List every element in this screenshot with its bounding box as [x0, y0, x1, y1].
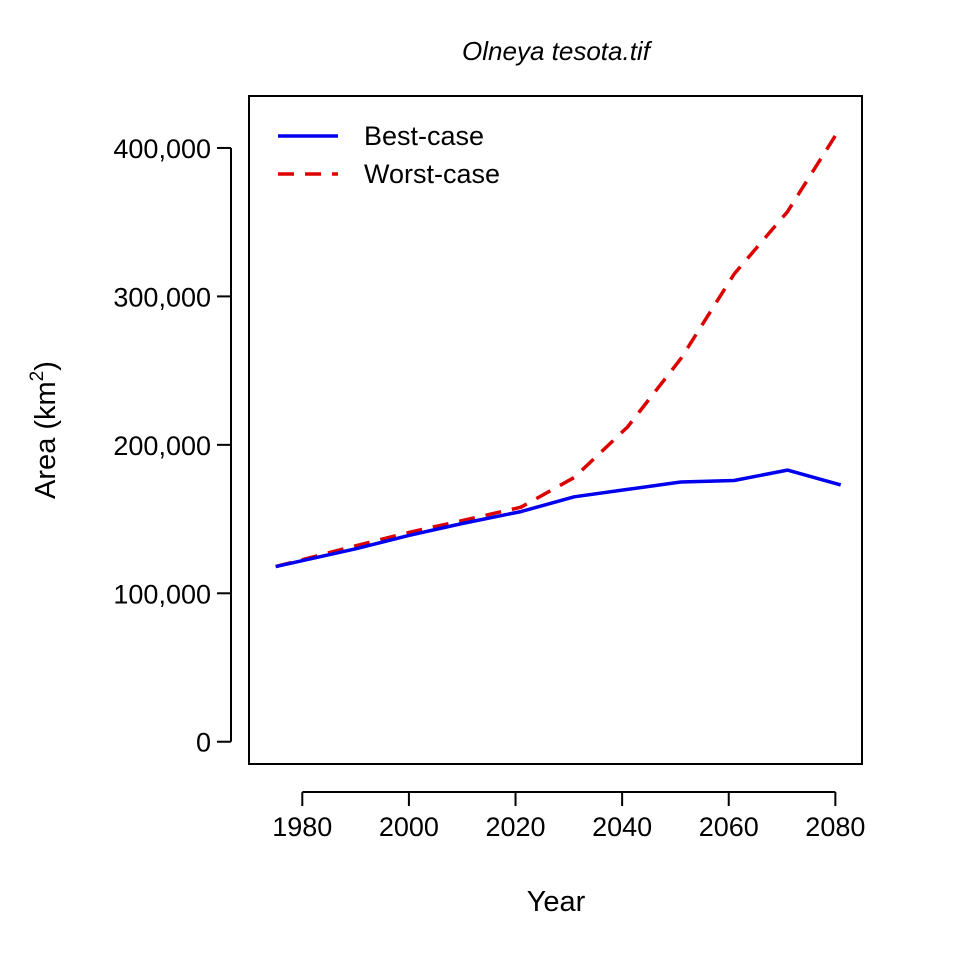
y-tick-label: 100,000 — [113, 579, 211, 609]
y-tick-label: 0 — [196, 728, 211, 758]
x-tick-label: 1980 — [272, 812, 332, 842]
legend-label-worst-case: Worst-case — [364, 159, 500, 189]
x-axis-title: Year — [527, 886, 586, 918]
x-tick-label: 2060 — [699, 812, 759, 842]
legend-label-best-case: Best-case — [364, 121, 484, 151]
y-tick-label: 200,000 — [113, 431, 211, 461]
chart-title: Olneya tesota.tif — [462, 36, 653, 66]
y-axis: 0 100,000 200,000 300,000 400,000 — [113, 134, 232, 758]
y-axis-title: Area (km2) — [27, 361, 62, 499]
y-tick-label: 300,000 — [113, 282, 211, 312]
series-line-best-case — [275, 468, 842, 569]
y-axis-title-superscript: 2 — [27, 371, 48, 382]
series-line-worst-case — [275, 126, 843, 569]
y-axis-title-text: Area (km — [30, 381, 62, 499]
x-tick-label: 2080 — [805, 812, 865, 842]
x-tick-label: 2040 — [592, 812, 652, 842]
x-tick-label: 2020 — [485, 812, 545, 842]
x-axis: 1980 2000 2020 2040 2060 2080 — [272, 791, 865, 842]
legend: Best-case Worst-case — [278, 121, 500, 189]
series-layer — [275, 126, 843, 569]
y-tick-label: 400,000 — [113, 134, 211, 164]
y-axis-title-close: ) — [30, 361, 62, 371]
plot-frame — [248, 95, 863, 765]
x-tick-label: 2000 — [379, 812, 439, 842]
